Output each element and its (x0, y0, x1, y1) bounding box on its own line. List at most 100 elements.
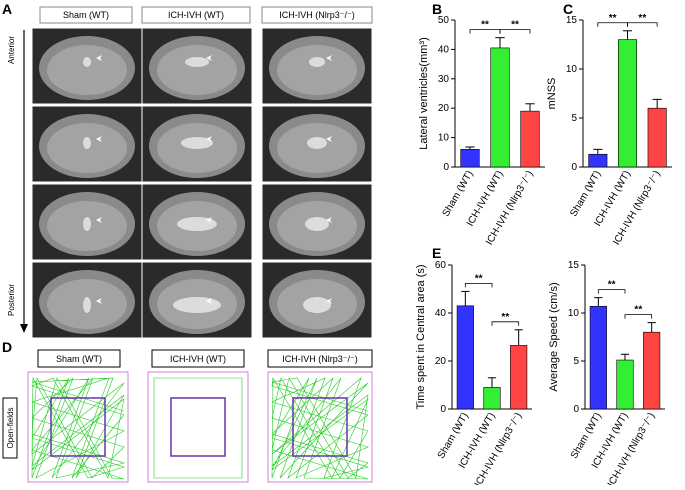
y-tick-label: 10 (566, 64, 578, 75)
bar (490, 47, 510, 168)
ventricle (309, 57, 325, 67)
center-zone (170, 397, 226, 457)
arrowhead (206, 298, 212, 304)
arrowhead (326, 298, 332, 304)
header: Sham (WT) (63, 10, 109, 20)
of-headers: Sham (WT) ICH-IVH (WT) ICH-IVH (Nlrp3⁻/⁻… (2, 349, 373, 459)
panel-label: C (563, 1, 573, 17)
significance: ** (634, 305, 642, 316)
significance-bracket (491, 321, 520, 326)
ventricle (303, 297, 331, 313)
significance-bracket (627, 22, 658, 27)
ventricle (185, 57, 209, 67)
significance-bracket (597, 289, 626, 294)
bar (510, 345, 528, 410)
bar (618, 39, 637, 168)
panel-label: B (432, 1, 442, 17)
center-zone (292, 397, 348, 457)
significance: ** (608, 280, 616, 291)
y-tick-label: 10 (438, 133, 450, 144)
y-tick-label: 0 (443, 162, 449, 173)
mri-grid (31, 27, 373, 339)
ventricle (173, 297, 221, 313)
bar (616, 359, 634, 410)
bar (460, 149, 480, 168)
axis-text: Anterior (7, 36, 16, 64)
bar (647, 107, 667, 168)
y-tick-label: 15 (566, 15, 578, 26)
header: Sham (WT) (56, 354, 102, 364)
y-tick-label: 20 (438, 103, 450, 114)
open-field (27, 371, 373, 483)
y-axis-label: Average Speed (cm/s) (548, 282, 560, 391)
significance-bracket (464, 283, 493, 288)
arrowhead (206, 136, 212, 142)
significance-bracket (624, 314, 653, 319)
ventricle (305, 217, 329, 231)
axis-text: Posterior (7, 284, 16, 316)
arrow-head (20, 324, 28, 333)
arrowhead (206, 55, 212, 61)
ventricle (177, 217, 217, 231)
bar (520, 110, 540, 168)
x-tick-label: ICH-IVH (Nlrp3⁻/⁻) (473, 411, 524, 485)
y-tick-label: 0 (573, 404, 579, 415)
arrowhead (326, 55, 332, 61)
cortex (157, 45, 237, 95)
bar (483, 387, 501, 410)
side-label: Open-fields (6, 408, 15, 449)
ventricle (83, 297, 91, 313)
arena (267, 371, 373, 483)
arrowhead (96, 217, 102, 223)
panel-label: A (2, 1, 12, 17)
arena (147, 371, 249, 483)
track (153, 377, 243, 479)
track (30, 376, 126, 480)
panel-label: E (432, 245, 441, 261)
bar (643, 331, 661, 410)
arrowhead (96, 298, 102, 304)
y-tick-label: 15 (568, 260, 580, 271)
y-tick-label: 10 (568, 308, 580, 319)
ventricle (307, 137, 327, 149)
y-tick-label: 40 (435, 308, 447, 319)
header: ICH-IVH (WT) (170, 354, 226, 364)
y-tick-label: 50 (438, 15, 450, 26)
bar (589, 305, 607, 410)
significance: ** (475, 273, 483, 284)
y-tick-label: 5 (571, 113, 577, 124)
y-tick-label: 30 (438, 74, 450, 85)
significance: ** (638, 13, 646, 24)
significance: ** (481, 20, 489, 31)
y-tick-label: 20 (435, 356, 447, 367)
bar (456, 305, 474, 410)
header: ICH-IVH (WT) (168, 10, 224, 20)
y-axis-label: mNSS (546, 78, 558, 110)
ventricle (83, 57, 91, 67)
y-axis-label: Time spent in Central area (s) (415, 264, 427, 409)
ventricle (181, 137, 213, 149)
header: ICH-IVH (Nlrp3⁻/⁻) (279, 10, 355, 20)
cortex (277, 45, 357, 95)
arrowhead (96, 55, 102, 61)
cortex (47, 45, 127, 95)
center-zone (50, 397, 106, 457)
y-tick-label: 0 (440, 404, 446, 415)
header: ICH-IVH (Nlrp3⁻/⁻) (282, 354, 358, 364)
track (271, 377, 370, 480)
y-tick-label: 60 (435, 260, 447, 271)
x-tick-label: Sham (WT) (441, 169, 476, 219)
y-tick-label: 0 (571, 162, 577, 173)
panel-label: D (2, 339, 12, 355)
y-tick-label: 40 (438, 44, 450, 55)
significance: ** (511, 20, 519, 31)
mri-headers: Sham (WT) ICH-IVH (WT) ICH-IVH (Nlrp3⁻/⁻… (39, 6, 373, 24)
ventricle (83, 137, 91, 149)
arrowhead (206, 217, 212, 223)
arrowhead (326, 136, 332, 142)
y-axis-label: Lateral ventricles(mm³) (418, 37, 430, 149)
ventricle (83, 217, 91, 231)
arrowhead (96, 136, 102, 142)
bar (588, 153, 608, 168)
